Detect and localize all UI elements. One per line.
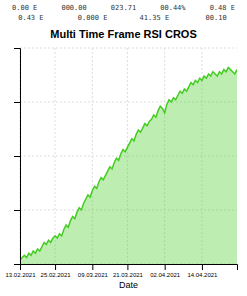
tick-mark bbox=[14, 210, 20, 211]
y-tick bbox=[14, 156, 20, 157]
x-tick: 09.03.2021 bbox=[78, 264, 109, 278]
tick-label: 14.04.2021 bbox=[187, 272, 218, 278]
tick-label: 09.03.2021 bbox=[78, 272, 109, 278]
tick-mark bbox=[127, 264, 128, 270]
tick-mark bbox=[14, 48, 20, 49]
tick-label: 21.03.2021 bbox=[113, 272, 144, 278]
tick-mark bbox=[202, 264, 203, 270]
grid-line bbox=[20, 48, 237, 49]
axis-domain bbox=[21, 265, 238, 271]
y-axis bbox=[14, 49, 21, 265]
x-axis: 13.02.2021 25.02.2021 09.03.2021 21.03.2021… bbox=[5, 264, 237, 278]
annotation: 41.35 E bbox=[140, 14, 170, 22]
grid-line bbox=[55, 48, 56, 264]
tick-mark bbox=[14, 102, 20, 103]
x-label: Date bbox=[119, 280, 138, 290]
tick-label: 02.04.2021 bbox=[150, 272, 181, 278]
plot: 13.02.2021 25.02.2021 09.03.2021 21.03.2021… bbox=[5, 48, 237, 278]
tick-mark bbox=[92, 264, 93, 270]
annotation: 0.48 E bbox=[210, 4, 235, 12]
annotation: 0.000 E bbox=[78, 14, 108, 22]
tick-mark bbox=[165, 264, 166, 270]
x-tick: 14.04.2021 bbox=[187, 264, 218, 278]
annotation: 00.44% bbox=[160, 4, 186, 12]
annotation: 023.71 bbox=[111, 4, 136, 12]
x-tick: 25.02.2021 bbox=[41, 264, 72, 278]
tick-mark bbox=[55, 264, 56, 270]
chart: 0.00 E 000.00 023.71 00.44% 0.48 E 0.43 E 0.00… bbox=[0, 0, 247, 296]
annotation: 0.43 E bbox=[18, 14, 43, 22]
grid bbox=[20, 48, 237, 264]
tick-label: 13.02.2021 bbox=[5, 272, 36, 278]
tick-mark bbox=[14, 156, 20, 157]
x-tick: 21.03.2021 bbox=[113, 264, 144, 278]
x-tick: 13.02.2021 bbox=[5, 264, 36, 278]
annotation: 0.00 E bbox=[12, 4, 37, 12]
tick-mark bbox=[14, 264, 20, 265]
annotation: 00.10 bbox=[206, 14, 227, 22]
title: Multi Time Frame RSI CROS bbox=[50, 28, 197, 40]
y-tick bbox=[14, 102, 20, 103]
y-tick bbox=[14, 210, 20, 211]
annotation: 000.00 bbox=[61, 4, 86, 12]
y-tick bbox=[14, 48, 20, 49]
marks bbox=[20, 67, 237, 264]
tick-label: 25.02.2021 bbox=[41, 272, 72, 278]
area bbox=[20, 67, 237, 264]
line bbox=[20, 67, 237, 259]
y-tick bbox=[14, 264, 20, 265]
x-tick: 02.04.2021 bbox=[150, 264, 181, 278]
axis-domain bbox=[14, 49, 21, 265]
info-bar: 0.00 E 000.00 023.71 00.44% 0.48 E 0.43 E 0.00… bbox=[12, 4, 235, 22]
